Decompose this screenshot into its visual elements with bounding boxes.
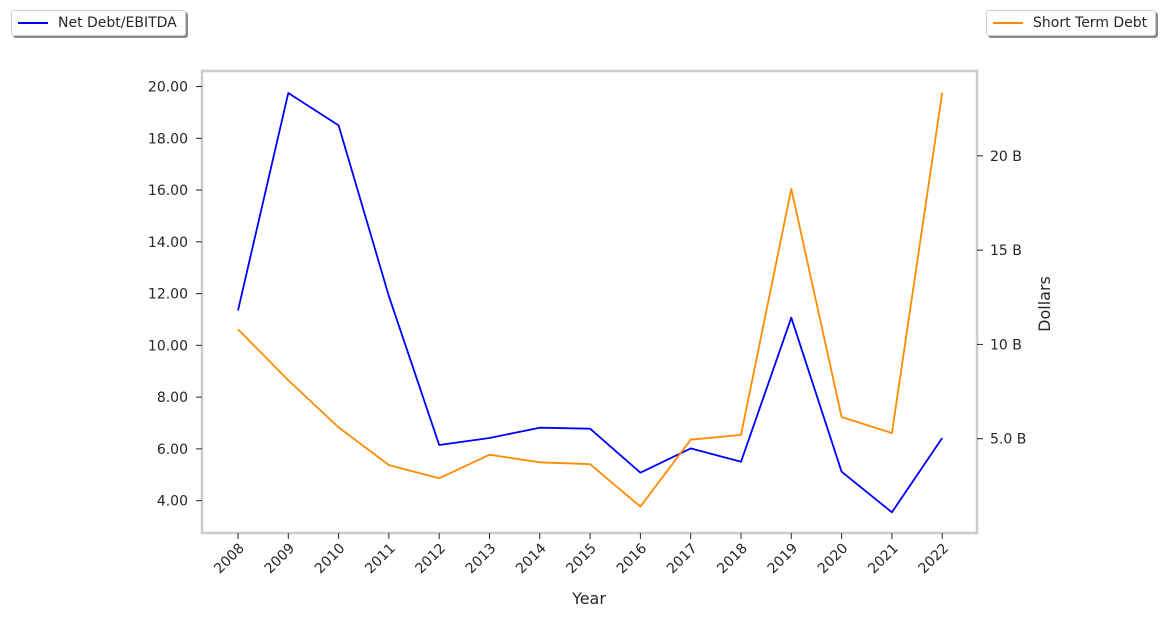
x-tick-label: 2017 [664, 541, 701, 578]
x-tick-label: 2016 [614, 540, 651, 577]
left-tick-label: 10.00 [148, 338, 188, 354]
right-tick-label: 20 B [990, 149, 1022, 165]
legend-label-short-term-debt: Short Term Debt [1033, 15, 1148, 31]
x-tick-label: 2022 [916, 541, 953, 578]
left-tick-label: 6.00 [157, 442, 188, 458]
left-tick-label: 4.00 [157, 494, 188, 510]
x-tick: 2015 [563, 533, 600, 577]
right-tick-label: 15 B [990, 243, 1022, 259]
left-tick-label: 20.00 [148, 80, 188, 96]
x-tick-label: 2015 [563, 541, 600, 578]
left-tick-label: 14.00 [148, 235, 188, 251]
x-tick: 2011 [362, 533, 399, 577]
legend-swatch-net-debt-ebitda [18, 22, 48, 24]
x-tick: 2008 [211, 533, 248, 577]
x-tick-label: 2008 [211, 541, 248, 578]
plot-frame [200, 69, 979, 535]
x-tick: 2013 [463, 533, 500, 578]
legend-left: Net Debt/EBITDA [11, 10, 186, 36]
x-axis-label: Year [571, 589, 606, 608]
left-tick-label: 16.00 [148, 183, 188, 199]
x-tick-label: 2014 [513, 540, 550, 577]
x-tick-label: 2020 [815, 541, 852, 578]
left-tick: 14.00 [148, 235, 202, 251]
left-tick: 4.00 [157, 494, 202, 510]
left-tick-label: 8.00 [157, 390, 188, 406]
right-tick: 10 B [977, 337, 1022, 353]
x-tick-label: 2009 [262, 541, 299, 578]
x-tick-label: 2010 [312, 541, 349, 578]
x-axis-ticks: 2008 2009 2010 2011 2012 2013 2014 2015 2016 2017… [211, 533, 952, 577]
left-tick: 16.00 [148, 183, 202, 199]
series-line-net-debt-ebitda [237, 92, 943, 514]
right-axis-label: Dollars [1035, 276, 1054, 332]
x-tick: 2018 [714, 533, 751, 577]
right-tick: 5.0 B [977, 432, 1026, 448]
left-tick-label: 18.00 [148, 131, 188, 147]
legend-right: Short Term Debt [986, 10, 1157, 36]
x-tick-label: 2019 [765, 541, 802, 578]
x-tick: 2017 [664, 533, 701, 577]
right-tick-label: 10 B [990, 337, 1022, 353]
right-axis-ticks: 5.0 B 10 B 15 B 20 B [977, 149, 1026, 448]
x-tick-label: 2021 [865, 541, 902, 578]
x-tick: 2009 [262, 533, 299, 578]
series-line-short-term-debt [237, 92, 944, 508]
x-tick: 2020 [815, 533, 852, 578]
x-tick-label: 2012 [413, 541, 450, 578]
left-tick: 8.00 [157, 390, 202, 406]
right-tick: 15 B [977, 243, 1022, 259]
x-tick-label: 2013 [463, 541, 500, 578]
x-tick: 2021 [865, 533, 902, 577]
x-tick: 2022 [916, 533, 953, 578]
right-tick: 20 B [977, 149, 1022, 165]
left-tick: 18.00 [148, 131, 202, 147]
left-tick-label: 12.00 [148, 287, 188, 303]
legend-label-net-debt-ebitda: Net Debt/EBITDA [58, 15, 177, 31]
left-axis-ticks: 4.00 6.00 8.00 10.00 12.00 14.00 16.00 18.00 20.… [148, 80, 202, 510]
x-tick: 2012 [413, 533, 450, 578]
left-tick: 12.00 [148, 287, 202, 303]
left-tick: 20.00 [148, 80, 202, 96]
x-tick: 2010 [312, 533, 349, 578]
x-tick: 2016 [614, 533, 651, 577]
x-tick-label: 2018 [714, 541, 751, 578]
x-tick: 2014 [513, 533, 550, 577]
right-tick-label: 5.0 B [990, 432, 1026, 448]
series-layer [237, 92, 944, 514]
x-tick: 2019 [765, 533, 802, 578]
left-tick: 6.00 [157, 442, 202, 458]
x-tick-label: 2011 [362, 541, 399, 578]
legend-swatch-short-term-debt [993, 22, 1023, 24]
left-tick: 10.00 [148, 338, 202, 354]
